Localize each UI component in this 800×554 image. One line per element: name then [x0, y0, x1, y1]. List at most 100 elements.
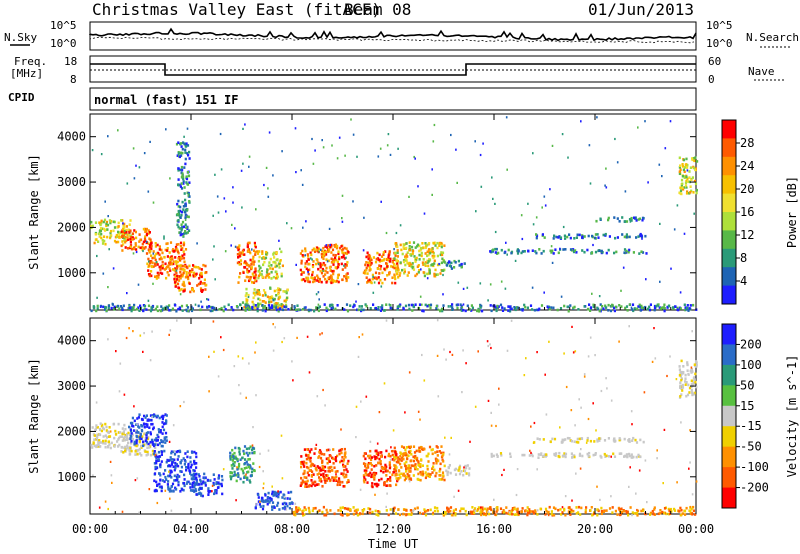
- data-cell: [275, 276, 278, 280]
- data-cell: [232, 474, 235, 477]
- data-cell: [145, 434, 148, 437]
- data-cell: [173, 468, 176, 472]
- data-cell: [443, 510, 446, 514]
- data-cell: [176, 278, 179, 281]
- data-cell: [173, 268, 176, 272]
- data-cell: [646, 307, 649, 311]
- data-cell: [150, 270, 153, 273]
- data-cell: [304, 265, 307, 269]
- data-cell: [403, 271, 406, 275]
- data-cell: [419, 511, 422, 515]
- data-cell: [180, 182, 183, 185]
- data-cell: [345, 475, 348, 478]
- data-cell: [159, 463, 162, 466]
- data-cell: [170, 485, 173, 488]
- data-cell: [451, 308, 454, 311]
- data-cell: [254, 244, 257, 247]
- noise-cell: [317, 291, 320, 294]
- data-cell: [417, 306, 421, 310]
- noise-cell: [397, 147, 399, 150]
- data-cell: [243, 445, 247, 448]
- data-cell: [150, 254, 153, 257]
- data-cell: [412, 464, 415, 468]
- noise-cell: [352, 133, 355, 136]
- data-cell: [388, 271, 391, 274]
- noise-cell: [385, 505, 387, 508]
- data-cell: [640, 234, 643, 238]
- data-cell: [163, 480, 166, 483]
- data-cell: [425, 454, 428, 458]
- data-cell: [171, 458, 174, 461]
- data-cell: [554, 454, 557, 457]
- data-cell: [686, 304, 689, 307]
- data-cell: [172, 465, 175, 468]
- noise-cell: [395, 231, 398, 235]
- data-cell: [188, 271, 191, 275]
- noise-cell: [374, 493, 376, 496]
- data-cell: [143, 423, 146, 426]
- data-cell: [639, 455, 642, 459]
- noise-cell: [321, 139, 323, 142]
- data-cell: [179, 205, 182, 209]
- data-cell: [381, 304, 384, 307]
- data-cell: [245, 307, 248, 310]
- noise-cell: [646, 501, 648, 504]
- noise-cell: [164, 489, 167, 492]
- colorbar-swatch: [722, 267, 736, 286]
- data-cell: [230, 306, 233, 309]
- data-cell: [678, 166, 681, 169]
- noise-cell: [661, 175, 663, 178]
- data-cell: [160, 453, 163, 456]
- data-cell: [340, 459, 343, 463]
- data-cell: [414, 274, 417, 278]
- data-cell: [402, 454, 405, 458]
- data-cell: [686, 306, 689, 310]
- noise-cell: [680, 421, 682, 424]
- data-cell: [237, 281, 240, 284]
- noise-cell: [102, 272, 105, 275]
- data-cell: [201, 288, 204, 292]
- data-cell: [342, 472, 345, 475]
- data-cell: [211, 306, 214, 310]
- data-cell: [285, 296, 289, 300]
- data-cell: [345, 252, 349, 255]
- data-cell: [578, 454, 581, 457]
- data-cell: [605, 251, 608, 255]
- noise-cell: [222, 468, 225, 471]
- data-cell: [307, 454, 310, 457]
- data-cell: [264, 291, 267, 294]
- data-cell: [531, 249, 534, 252]
- data-cell: [207, 487, 210, 490]
- data-cell: [128, 425, 131, 429]
- data-cell: [155, 275, 159, 278]
- data-cell: [567, 309, 570, 313]
- data-cell: [591, 513, 594, 516]
- data-cell: [270, 270, 273, 274]
- data-cell: [230, 475, 233, 479]
- data-cell: [172, 262, 175, 266]
- noise-cell: [365, 395, 368, 398]
- data-cell: [304, 279, 307, 283]
- data-cell: [100, 441, 103, 444]
- data-cell: [244, 279, 247, 282]
- data-cell: [613, 440, 616, 443]
- data-cell: [494, 251, 497, 254]
- data-cell: [173, 273, 176, 277]
- noise-cell: [169, 177, 171, 180]
- data-cell: [320, 473, 323, 477]
- data-cell: [445, 264, 449, 267]
- noise-cell: [545, 413, 548, 416]
- noise-cell: [170, 509, 173, 512]
- noise-cell: [240, 169, 243, 172]
- data-cell: [148, 446, 151, 449]
- data-cell: [236, 253, 239, 256]
- noise-cell: [281, 150, 283, 153]
- data-cell: [300, 465, 303, 469]
- data-cell: [263, 260, 266, 264]
- data-cell: [304, 482, 307, 486]
- noise-cell: [591, 292, 593, 295]
- data-cell: [343, 464, 346, 468]
- data-cell: [324, 481, 327, 484]
- noise-cell: [135, 250, 138, 254]
- noise-cell: [408, 195, 410, 198]
